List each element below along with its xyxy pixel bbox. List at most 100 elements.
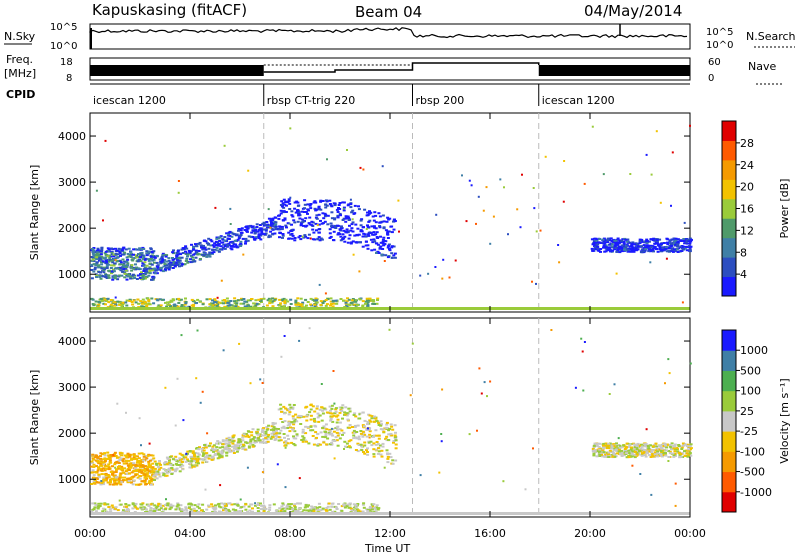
data-cell — [243, 229, 247, 231]
data-cell — [130, 266, 134, 268]
data-cell — [90, 471, 94, 474]
data-cell — [645, 238, 649, 241]
data-cell — [98, 276, 102, 278]
cpid-mode-label: rbsp 200 — [416, 94, 465, 107]
data-cell — [292, 437, 296, 440]
data-cell — [667, 460, 670, 462]
data-cell — [300, 210, 304, 213]
data-cell — [265, 226, 269, 229]
data-cell — [303, 506, 307, 509]
data-cell — [348, 446, 352, 449]
data-cell — [211, 305, 215, 308]
data-cell — [95, 276, 98, 278]
data-cell — [595, 455, 599, 458]
data-cell — [275, 429, 278, 432]
data-cell — [306, 237, 310, 240]
data-cell — [321, 200, 325, 202]
data-cell — [284, 486, 287, 489]
data-cell — [225, 454, 229, 457]
data-cell — [334, 410, 338, 413]
data-cell — [190, 255, 194, 258]
data-cell — [235, 233, 239, 236]
data-cell — [129, 478, 133, 481]
data-cell — [232, 447, 236, 450]
data-cell — [607, 237, 611, 240]
data-cell — [360, 218, 364, 221]
data-cell — [642, 451, 646, 454]
data-cell — [671, 250, 675, 253]
data-cell — [158, 460, 161, 462]
data-cell — [223, 245, 227, 248]
data-cell — [347, 237, 351, 240]
data-cell — [129, 466, 133, 469]
data-cell — [186, 452, 189, 455]
data-cell — [329, 417, 333, 420]
x-tick-label: 04:00 — [174, 527, 206, 540]
data-cell — [288, 408, 291, 411]
data-cell — [384, 254, 388, 257]
data-cell — [120, 266, 124, 269]
data-cell — [327, 431, 331, 434]
data-cell — [157, 462, 161, 465]
data-cell — [106, 458, 110, 460]
data-cell — [96, 456, 100, 459]
data-cell — [310, 509, 314, 512]
data-cell — [162, 468, 166, 471]
data-cell — [331, 510, 335, 513]
data-cell — [345, 442, 349, 445]
data-cell — [353, 234, 357, 237]
y-tick-label: 2000 — [58, 427, 86, 440]
data-cell — [172, 249, 175, 252]
data-cell — [224, 507, 227, 510]
data-cell — [574, 386, 577, 389]
data-cell — [333, 440, 337, 442]
data-cell — [180, 256, 184, 259]
data-cell — [370, 417, 374, 420]
data-cell — [90, 465, 94, 468]
data-cell — [664, 444, 668, 447]
data-cell — [593, 243, 597, 246]
data-cell — [165, 474, 169, 477]
data-cell — [92, 480, 96, 483]
data-cell — [307, 509, 311, 512]
data-cell — [651, 448, 655, 451]
data-cell — [329, 300, 333, 303]
data-cell — [313, 200, 317, 203]
colorbar-swatch — [722, 179, 736, 200]
data-cell — [92, 463, 96, 466]
colorbar-swatch — [722, 491, 736, 513]
data-cell — [358, 241, 362, 244]
colorbar-frame — [721, 329, 737, 513]
data-cell — [328, 508, 332, 511]
data-cell — [231, 244, 235, 247]
data-cell — [113, 451, 117, 454]
data-cell — [155, 472, 159, 474]
data-cell — [180, 304, 184, 306]
data-cell — [158, 508, 161, 511]
data-cell — [250, 298, 253, 301]
data-cell — [250, 226, 254, 229]
data-cell — [265, 304, 269, 307]
data-cell — [165, 254, 169, 257]
data-cell — [150, 478, 154, 481]
data-cell — [230, 503, 234, 506]
data-cell — [676, 241, 680, 244]
data-cell — [157, 504, 161, 507]
data-cell — [285, 441, 289, 444]
data-cell — [317, 502, 321, 505]
data-cell — [329, 304, 332, 307]
data-cell — [670, 448, 673, 451]
data-cell — [289, 426, 292, 429]
data-cell — [144, 272, 148, 275]
data-cell — [356, 304, 359, 307]
data-cell — [244, 242, 247, 245]
data-cell — [598, 238, 602, 240]
data-cell — [353, 510, 357, 513]
data-cell — [604, 246, 608, 249]
data-cell — [632, 250, 636, 253]
data-cell — [135, 266, 139, 269]
data-cell — [139, 460, 143, 463]
cpid-label: CPID — [6, 88, 35, 101]
data-cell — [304, 225, 308, 228]
data-cell — [260, 228, 263, 231]
